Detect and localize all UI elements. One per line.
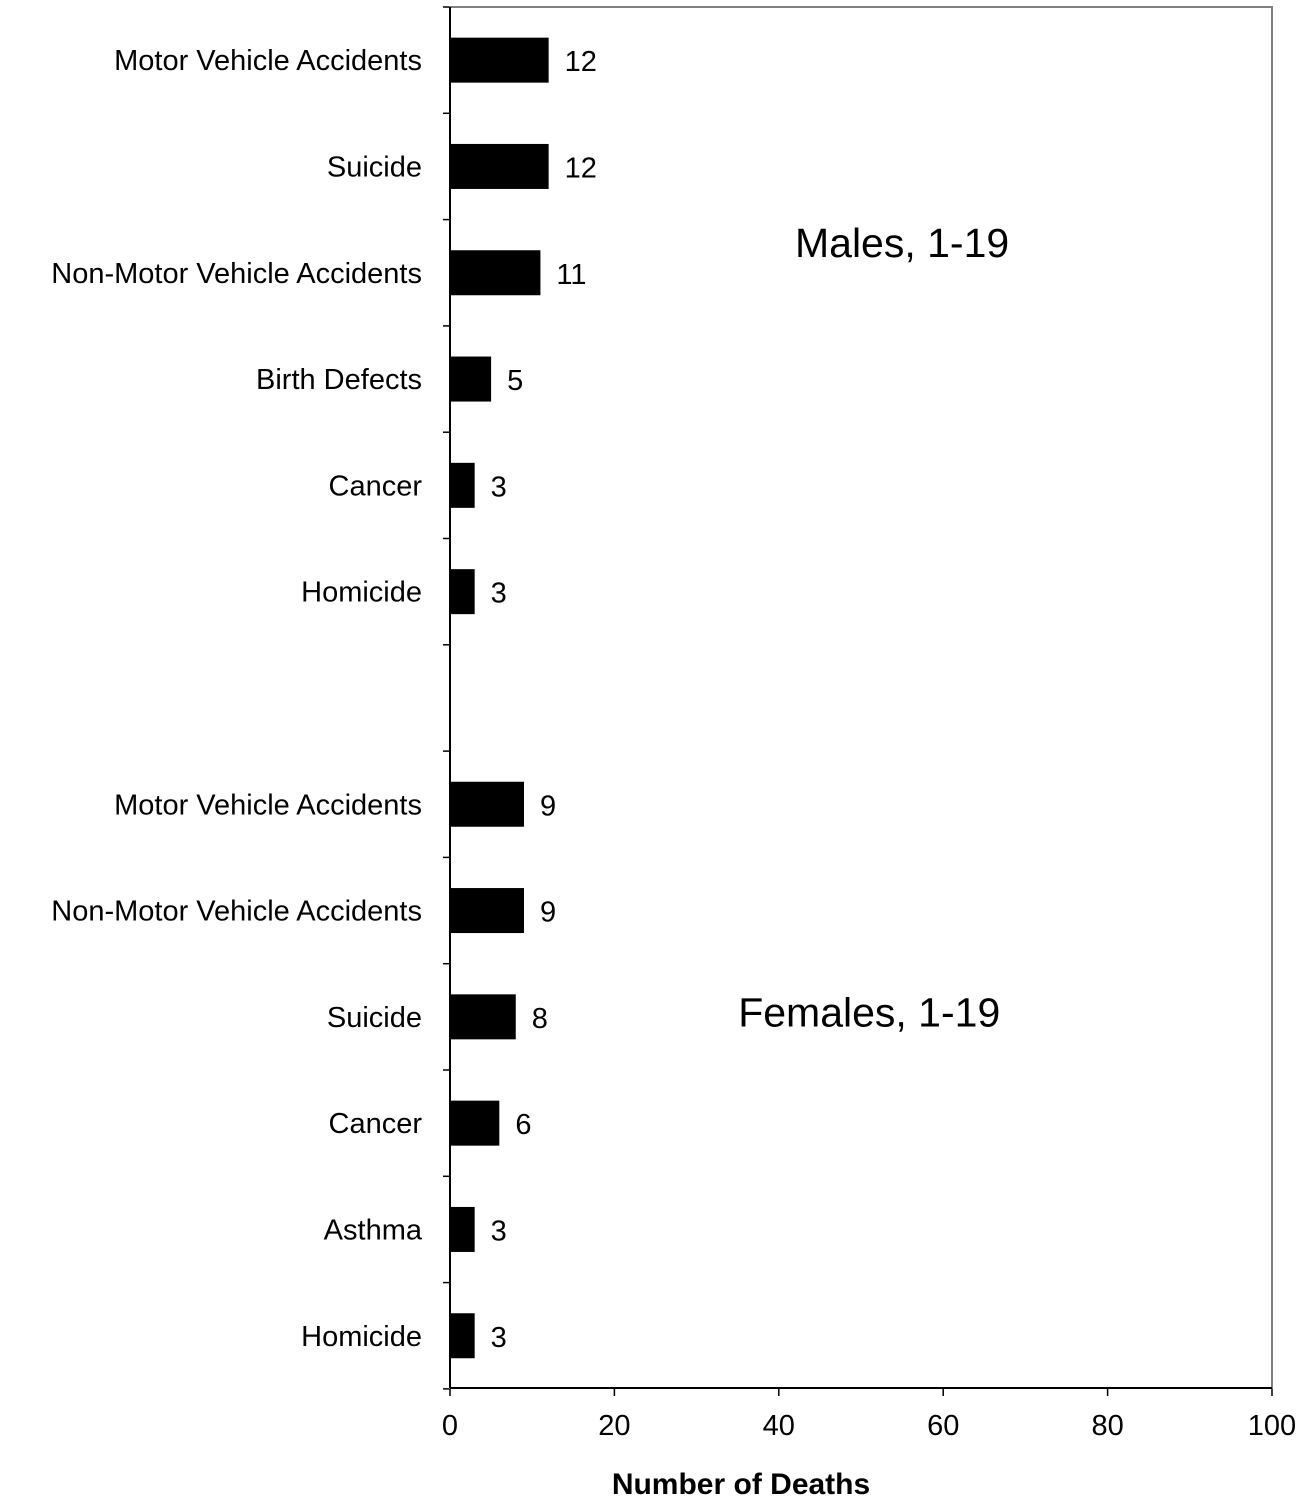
data-label: 6 [515,1109,531,1141]
bars [450,37,549,1359]
group-label: Females, 1-19 [738,990,1000,1036]
category-label: Cancer [329,1108,423,1140]
data-label: 3 [491,1322,507,1354]
category-label: Non-Motor Vehicle Accidents [51,896,422,928]
category-label: Motor Vehicle Accidents [114,789,422,821]
tick-marks [443,6,1273,1396]
bar [450,1206,475,1252]
x-tick-label: 100 [1248,1410,1296,1442]
category-label: Suicide [327,1002,422,1034]
bar [450,1313,475,1359]
data-label: 11 [556,259,586,291]
category-label: Non-Motor Vehicle Accidents [51,258,422,290]
category-label: Cancer [329,470,423,502]
category-label: Homicide [301,1321,422,1353]
data-label: 9 [540,897,556,929]
category-label: Suicide [327,151,422,183]
x-tick-label: 80 [1091,1410,1123,1442]
labels: 0 20 40 60 80 100 Motor Vehicle Accidents 12 Sui… [51,45,1296,1442]
bar [450,781,524,827]
data-label: 12 [565,152,597,184]
bar [450,37,549,83]
x-tick-label: 60 [927,1410,959,1442]
data-label: 5 [507,365,523,397]
bar [450,994,516,1040]
plot-area-frame [449,6,1273,1389]
bar [450,462,475,508]
category-label: Asthma [324,1214,423,1246]
data-label: 3 [491,1215,507,1247]
category-label: Motor Vehicle Accidents [114,45,422,77]
data-label: 12 [565,46,597,78]
data-label: 8 [532,1003,548,1035]
x-tick-label: 40 [763,1410,795,1442]
category-label: Homicide [301,577,422,609]
bar [450,569,475,615]
bar [450,1100,500,1146]
data-label: 9 [540,790,556,822]
group-label: Males, 1-19 [795,220,1009,266]
data-label: 3 [491,471,507,503]
x-axis-title: Number of Deaths [612,1468,870,1500]
x-tick-label: 20 [598,1410,630,1442]
bar [450,356,492,402]
bar [450,250,541,296]
bar [450,888,524,934]
data-label: 3 [491,578,507,610]
bar [450,143,549,189]
x-tick-label: 0 [442,1410,458,1442]
category-label: Birth Defects [256,364,422,396]
